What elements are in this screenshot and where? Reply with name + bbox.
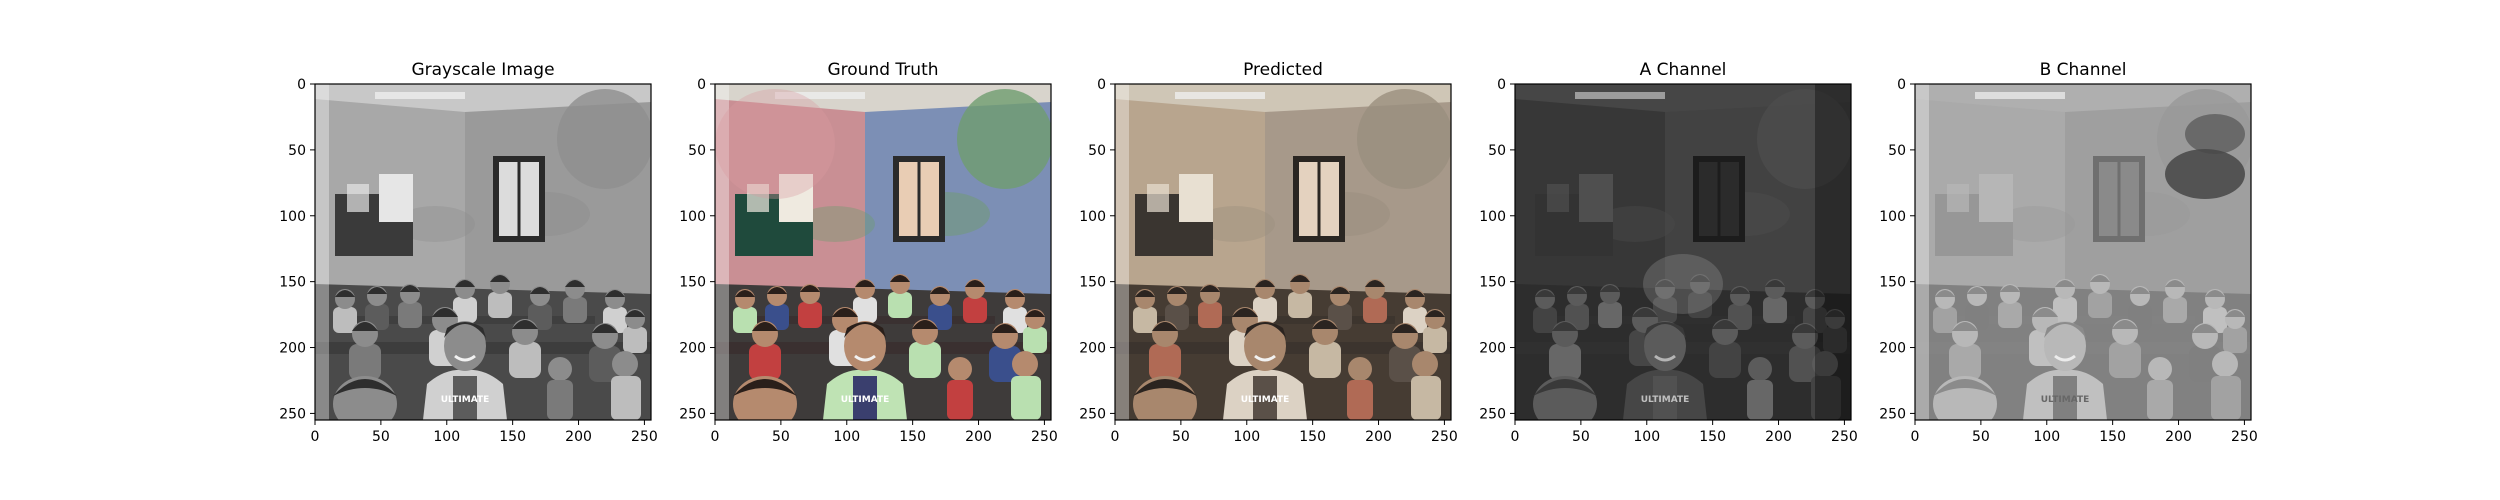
x-tick-label: 200 — [965, 429, 992, 445]
panel-title: Grayscale Image — [411, 60, 555, 80]
panel-title: A Channel — [1639, 60, 1727, 80]
x-tick-label: 50 — [1572, 429, 1590, 445]
y-tick-label: 0 — [297, 77, 306, 93]
x-tick-label: 250 — [2231, 429, 2258, 445]
x-tick-label: 200 — [1765, 429, 1792, 445]
axes: ULTIMATE 0 50 100 150 200 250 0 50 100 150 200 250 — [279, 77, 658, 445]
y-tick-label: 200 — [279, 341, 306, 357]
y-tick-label: 150 — [1079, 275, 1106, 291]
y-tick-label: 150 — [1479, 275, 1506, 291]
x-tick-label: 50 — [372, 429, 390, 445]
x-tick-label: 200 — [1365, 429, 1392, 445]
y-tick-label: 50 — [688, 143, 706, 159]
axes-frame — [714, 83, 1052, 421]
y-tick-label: 250 — [1079, 406, 1106, 422]
y-tick-label: 150 — [679, 275, 706, 291]
a-channel-panel: A Channel ULTIMATE 0 50 100 150 200 250 0 50 100 1… — [1479, 0, 1910, 500]
y-tick-label: 100 — [1879, 209, 1906, 225]
axes-frame — [314, 83, 652, 421]
classroom-photo: ULTIMATE — [715, 84, 1051, 420]
y-tick-label: 200 — [1879, 341, 1906, 357]
x-tick-label: 250 — [631, 429, 658, 445]
y-tick-label: 50 — [1888, 143, 1906, 159]
ground-truth-panel: Ground Truth ULTIMATE 0 50 100 150 200 250 0 50 1… — [679, 0, 1110, 500]
x-tick-label: 150 — [2099, 429, 2126, 445]
x-tick-label: 200 — [565, 429, 592, 445]
shirt-print-text: ULTIMATE — [1641, 395, 1690, 405]
axes-frame — [1114, 83, 1452, 421]
shirt-print-text: ULTIMATE — [1241, 395, 1290, 405]
x-tick-label: 100 — [833, 429, 860, 445]
x-tick-label: 250 — [1431, 429, 1458, 445]
y-tick-label: 0 — [1097, 77, 1106, 93]
x-tick-label: 0 — [1911, 429, 1920, 445]
y-tick-label: 100 — [679, 209, 706, 225]
y-tick-label: 100 — [279, 209, 306, 225]
panel-title: B Channel — [2039, 60, 2127, 80]
x-tick-label: 0 — [1511, 429, 1520, 445]
x-tick-label: 150 — [899, 429, 926, 445]
shirt-print-text: ULTIMATE — [841, 395, 890, 405]
axes: ULTIMATE 0 50 100 150 200 250 0 50 100 150 200 250 — [1879, 77, 2258, 445]
x-tick-label: 100 — [2033, 429, 2060, 445]
y-tick-label: 50 — [288, 143, 306, 159]
x-tick-label: 0 — [711, 429, 720, 445]
panel-title: Ground Truth — [827, 60, 939, 80]
grayscale-panel: Grayscale Image ULTIMATE 0 50 100 150 200 250 0… — [279, 0, 710, 500]
x-tick-label: 0 — [1111, 429, 1120, 445]
y-tick-label: 250 — [679, 406, 706, 422]
x-tick-label: 100 — [433, 429, 460, 445]
y-tick-label: 0 — [1897, 77, 1906, 93]
x-tick-label: 100 — [1633, 429, 1660, 445]
y-tick-label: 200 — [1479, 341, 1506, 357]
y-tick-label: 100 — [1479, 209, 1506, 225]
x-tick-label: 50 — [1172, 429, 1190, 445]
y-tick-label: 0 — [697, 77, 706, 93]
y-tick-label: 200 — [679, 341, 706, 357]
x-tick-label: 150 — [1299, 429, 1326, 445]
axes: ULTIMATE 0 50 100 150 200 250 0 50 100 150 200 250 — [679, 77, 1058, 445]
y-tick-label: 150 — [279, 275, 306, 291]
x-tick-label: 150 — [499, 429, 526, 445]
shirt-print-text: ULTIMATE — [2041, 395, 2090, 405]
x-tick-label: 250 — [1831, 429, 1858, 445]
predicted-panel: Predicted ULTIMATE 0 50 100 150 200 250 0 50 100 1… — [1079, 0, 1510, 500]
b-channel-panel: B Channel ULTIMATE 0 50 100 150 200 250 0 50 100 1… — [1879, 0, 2310, 500]
y-tick-label: 250 — [279, 406, 306, 422]
panel-title: Predicted — [1243, 60, 1323, 80]
y-tick-label: 200 — [1079, 341, 1106, 357]
x-tick-label: 150 — [1699, 429, 1726, 445]
x-tick-label: 100 — [1233, 429, 1260, 445]
x-tick-label: 50 — [1972, 429, 1990, 445]
y-tick-label: 150 — [1879, 275, 1906, 291]
x-tick-label: 50 — [772, 429, 790, 445]
y-tick-label: 250 — [1479, 406, 1506, 422]
axes-frame — [1514, 83, 1852, 421]
axes: ULTIMATE 0 50 100 150 200 250 0 50 100 150 200 250 — [1479, 77, 1858, 445]
y-tick-label: 100 — [1079, 209, 1106, 225]
classroom-photo: ULTIMATE — [315, 84, 651, 420]
classroom-photo: ULTIMATE — [1915, 84, 2251, 420]
x-tick-label: 0 — [311, 429, 320, 445]
y-tick-label: 0 — [1497, 77, 1506, 93]
axes: ULTIMATE 0 50 100 150 200 250 0 50 100 150 200 250 — [1079, 77, 1458, 445]
x-tick-label: 200 — [2165, 429, 2192, 445]
y-tick-label: 50 — [1088, 143, 1106, 159]
shirt-print-text: ULTIMATE — [441, 395, 490, 405]
y-tick-label: 250 — [1879, 406, 1906, 422]
y-tick-label: 50 — [1488, 143, 1506, 159]
classroom-photo: ULTIMATE — [1515, 84, 1851, 420]
x-tick-label: 250 — [1031, 429, 1058, 445]
classroom-photo: ULTIMATE — [1115, 84, 1451, 420]
axes-frame — [1914, 83, 2252, 421]
